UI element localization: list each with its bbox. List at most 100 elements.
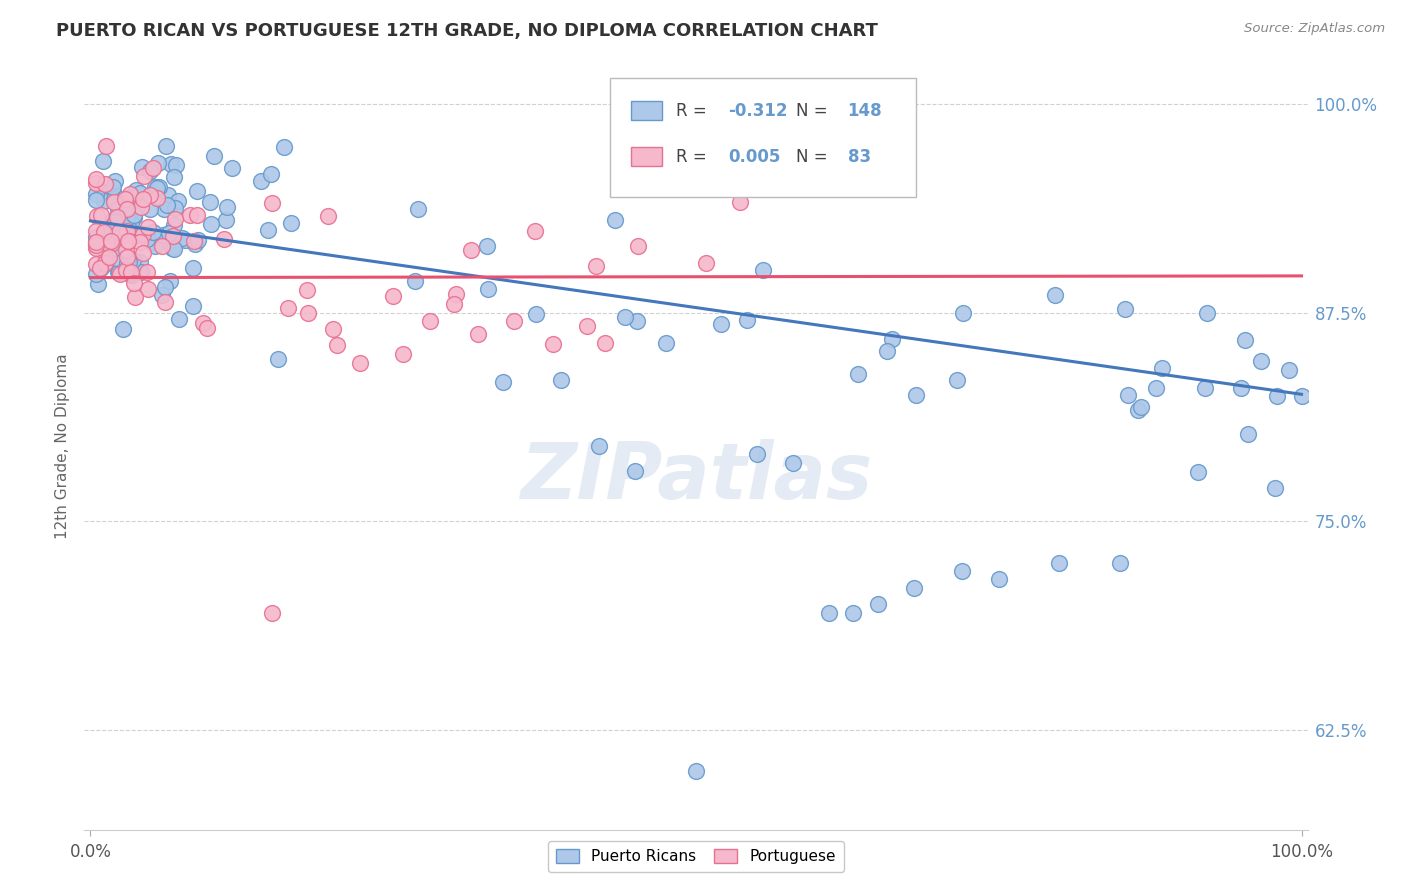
Point	[86, 187, 108, 202]
Point	[170, 231, 193, 245]
Text: PUERTO RICAN VS PORTUGUESE 12TH GRADE, NO DIPLOMA CORRELATION CHART: PUERTO RICAN VS PORTUGUESE 12TH GRADE, N…	[56, 22, 879, 40]
Point	[165, 212, 187, 227]
Point	[143, 239, 166, 253]
Point	[139, 202, 162, 217]
Point	[107, 227, 129, 241]
Point	[165, 158, 187, 172]
Point	[91, 227, 114, 241]
Point	[148, 155, 170, 169]
Point	[162, 229, 184, 244]
Point	[86, 224, 108, 238]
Point	[627, 239, 650, 253]
Point	[132, 192, 155, 206]
Point	[728, 195, 751, 210]
Point	[103, 174, 125, 188]
Point	[212, 232, 235, 246]
Point	[98, 235, 121, 249]
Point	[150, 288, 173, 302]
Point	[1230, 381, 1253, 395]
Point	[129, 200, 152, 214]
Point	[132, 169, 155, 184]
Point	[1126, 403, 1149, 417]
Point	[404, 274, 426, 288]
Point	[624, 464, 647, 478]
Point	[146, 180, 169, 194]
Point	[1150, 361, 1173, 376]
Point	[142, 225, 165, 239]
Point	[103, 187, 125, 202]
Point	[585, 260, 607, 274]
Point	[492, 376, 515, 390]
Point	[297, 305, 319, 319]
Point	[115, 223, 138, 237]
Point	[1233, 334, 1256, 348]
Point	[903, 581, 925, 595]
Point	[987, 573, 1010, 587]
Text: Source: ZipAtlas.com: Source: ZipAtlas.com	[1244, 22, 1385, 36]
Point	[117, 202, 139, 216]
Point	[114, 263, 136, 277]
Point	[86, 267, 108, 281]
Point	[94, 256, 117, 270]
Point	[125, 199, 148, 213]
Point	[260, 196, 283, 211]
Point	[150, 238, 173, 252]
Point	[86, 241, 108, 255]
Point	[444, 286, 467, 301]
Point	[90, 260, 112, 275]
Text: 0.005: 0.005	[728, 148, 780, 166]
Point	[267, 351, 290, 366]
Point	[155, 138, 177, 153]
Point	[100, 235, 122, 250]
Point	[139, 188, 162, 202]
Text: 83: 83	[848, 148, 870, 166]
Point	[1043, 288, 1066, 302]
Point	[124, 290, 146, 304]
Point	[125, 183, 148, 197]
Point	[179, 208, 201, 222]
Point	[86, 238, 108, 252]
Point	[121, 204, 143, 219]
Point	[104, 215, 127, 229]
FancyBboxPatch shape	[631, 101, 662, 120]
Point	[418, 314, 440, 328]
Point	[93, 225, 115, 239]
Point	[108, 265, 131, 279]
Point	[277, 301, 299, 315]
Point	[157, 226, 180, 240]
Point	[129, 235, 152, 250]
Point	[94, 251, 117, 265]
Point	[273, 140, 295, 154]
Point	[184, 237, 207, 252]
Point	[111, 322, 134, 336]
Point	[259, 167, 281, 181]
Point	[120, 186, 142, 201]
Point	[132, 227, 155, 241]
Point	[186, 208, 208, 222]
Point	[136, 282, 159, 296]
Point	[167, 194, 190, 209]
Point	[153, 202, 176, 216]
Point	[163, 243, 186, 257]
Point	[120, 216, 142, 230]
Point	[100, 234, 122, 248]
Point	[115, 255, 138, 269]
Point	[107, 265, 129, 279]
Point	[195, 321, 218, 335]
Point	[90, 208, 112, 222]
Point	[114, 192, 136, 206]
Point	[101, 243, 124, 257]
Point	[128, 255, 150, 269]
Point	[1250, 354, 1272, 368]
Point	[866, 598, 889, 612]
Point	[593, 336, 616, 351]
Point	[326, 338, 349, 352]
Point	[1144, 381, 1167, 395]
Point	[132, 245, 155, 260]
Point	[316, 209, 339, 223]
Point	[613, 310, 636, 324]
Point	[249, 174, 271, 188]
Point	[575, 319, 598, 334]
Point	[105, 251, 128, 265]
Point	[876, 343, 898, 358]
